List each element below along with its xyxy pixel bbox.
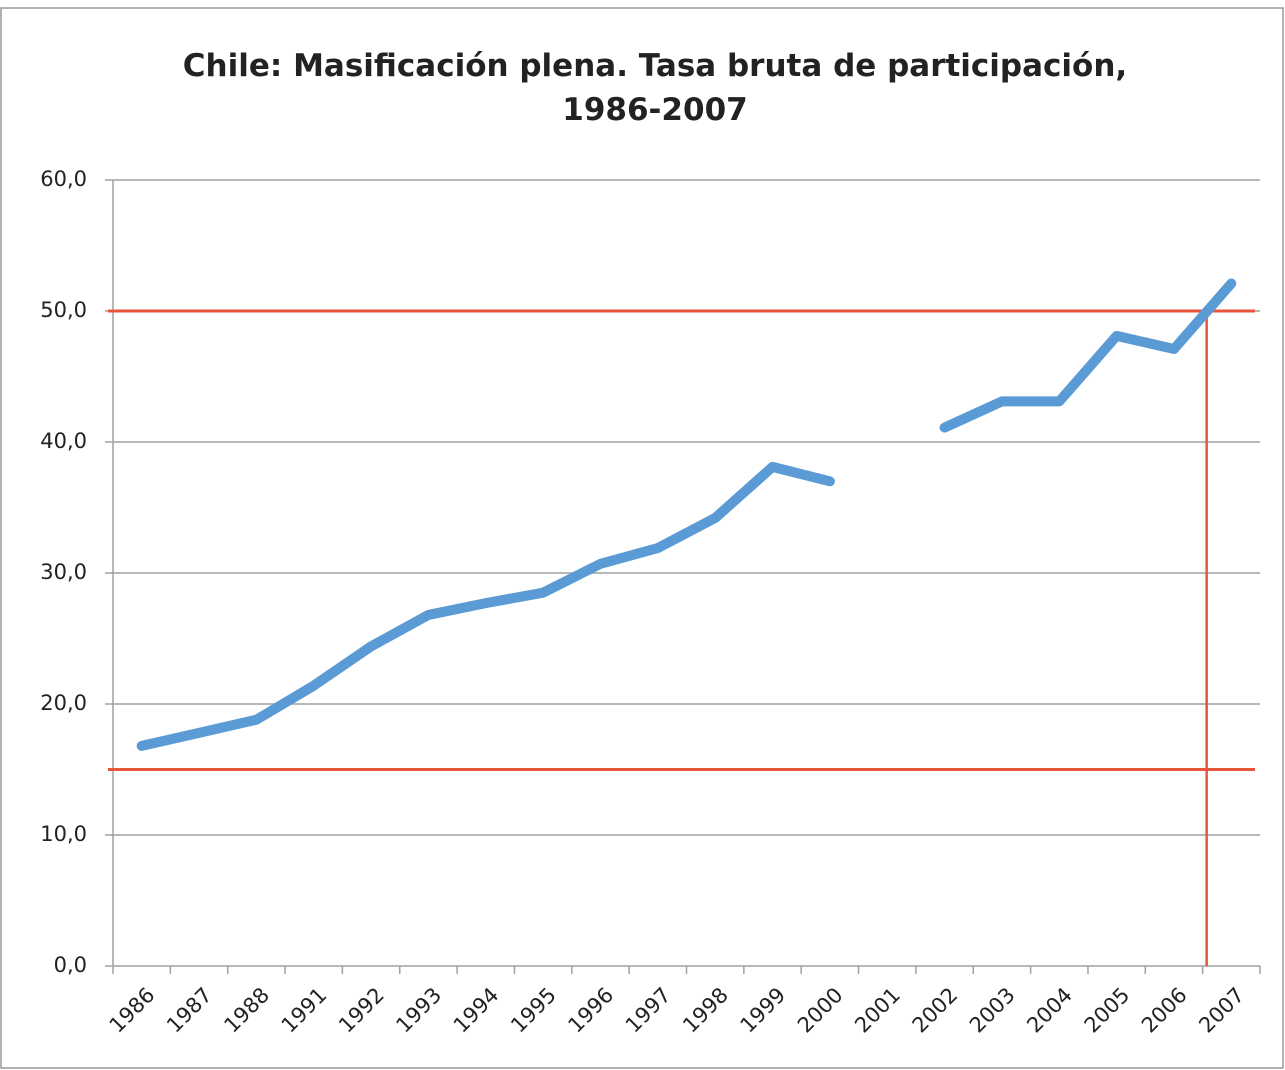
chart-border [0, 7, 1284, 1069]
y-tick-label: 0,0 [54, 953, 87, 977]
x-tick-label: 1998 [678, 983, 733, 1038]
x-tick-label: 1997 [621, 983, 676, 1038]
x-tick-label: 2004 [1022, 983, 1077, 1038]
x-tick-label: 1993 [391, 983, 446, 1038]
x-tick-label: 1999 [736, 983, 791, 1038]
y-tick-label: 40,0 [40, 429, 87, 453]
y-tick-label: 60,0 [40, 167, 87, 191]
x-tick-label: 1991 [277, 983, 332, 1038]
x-tick-label: 2006 [1137, 983, 1192, 1038]
x-tick-label: 1988 [219, 983, 274, 1038]
x-tick-label: 1996 [563, 983, 618, 1038]
chart-title: Chile: Masificación plena. Tasa bruta de… [182, 48, 1128, 128]
x-tick-label: 1994 [449, 983, 504, 1038]
x-tick-label: 2007 [1194, 983, 1249, 1038]
y-tick-label: 50,0 [40, 298, 87, 322]
x-tick-label: 2005 [1080, 983, 1135, 1038]
x-tick-label: 2000 [793, 983, 848, 1038]
y-tick-label: 20,0 [40, 691, 87, 715]
y-tick-label: 10,0 [40, 822, 87, 846]
data-line [136, 278, 1237, 751]
x-tick-label: 1987 [162, 983, 217, 1038]
x-tick-label: 2002 [908, 983, 963, 1038]
x-tick-label: 1992 [334, 983, 389, 1038]
x-tick-label: 1986 [105, 983, 160, 1038]
x-tick-label: 2001 [850, 983, 905, 1038]
x-tick-label: 2003 [965, 983, 1020, 1038]
x-tick-label: 1995 [506, 983, 561, 1038]
y-tick-label: 30,0 [40, 560, 87, 584]
